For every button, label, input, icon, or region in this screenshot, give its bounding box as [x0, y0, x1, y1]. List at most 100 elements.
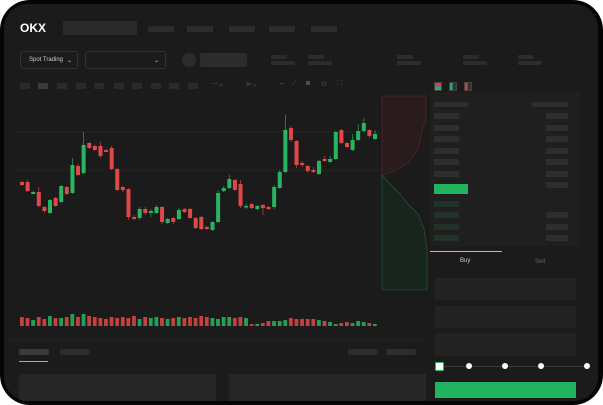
candle-up: [210, 222, 215, 230]
chart-type-dropdown-icon[interactable]: ⊳⌄: [246, 81, 258, 88]
indicator-dropdown-icon[interactable]: ⋯⌄: [211, 81, 224, 88]
timeframe-button[interactable]: [57, 83, 67, 89]
fullscreen-icon[interactable]: ⛶: [337, 80, 342, 87]
slider-mark-100[interactable]: [584, 363, 590, 369]
book-bids-icon[interactable]: [449, 82, 457, 91]
volume-bar: [238, 317, 243, 326]
volume-bar: [266, 321, 271, 326]
amount-slider[interactable]: [440, 366, 588, 367]
stat-label: [463, 55, 479, 59]
volume-bar: [98, 318, 103, 326]
buy-button[interactable]: [435, 382, 576, 398]
stat-label: [518, 55, 534, 59]
total-input[interactable]: [435, 333, 576, 356]
search-input[interactable]: [63, 21, 137, 35]
candle-down: [25, 182, 30, 191]
volume-bar: [160, 318, 164, 326]
market-type-select[interactable]: Spot Trading ⌄: [20, 51, 78, 69]
volume-bar: [210, 318, 215, 326]
volume-bar: [322, 321, 327, 326]
candle-down: [109, 148, 114, 169]
stat-label: [271, 55, 287, 59]
timeframe-button[interactable]: [132, 83, 142, 89]
volume-bar: [81, 314, 86, 326]
candle-down: [294, 141, 299, 165]
candle-up: [31, 192, 36, 194]
volume-bar: [288, 318, 293, 326]
slider-mark-50[interactable]: [502, 363, 508, 369]
timeframe-button[interactable]: [188, 83, 198, 89]
candle-down: [143, 209, 148, 213]
timeframe-button[interactable]: [76, 83, 86, 89]
candle-up: [165, 219, 170, 223]
filter-button[interactable]: [386, 349, 416, 355]
slider-handle[interactable]: [435, 362, 444, 371]
nav-item[interactable]: [148, 26, 174, 32]
volume-bar: [344, 322, 349, 326]
camera-icon[interactable]: ◙: [306, 80, 311, 87]
candle-down: [300, 163, 305, 165]
timeframe-button[interactable]: [94, 83, 104, 89]
nav-item[interactable]: [311, 26, 337, 32]
candle-up: [48, 200, 53, 213]
nav-item[interactable]: [187, 26, 213, 32]
price-input[interactable]: [435, 278, 576, 300]
candle-down: [76, 166, 81, 175]
volume-bar: [249, 324, 254, 326]
settings-icon[interactable]: ⊙: [321, 81, 327, 88]
amount-input[interactable]: [435, 306, 576, 328]
book-asks-icon[interactable]: [464, 82, 472, 91]
candle-down: [344, 143, 349, 147]
candlestick-chart[interactable]: [4, 4, 598, 401]
timeframe-button-active[interactable]: [38, 83, 48, 89]
nav-item[interactable]: [229, 26, 255, 32]
slider-mark-75[interactable]: [538, 363, 544, 369]
volume-bar: [53, 318, 58, 326]
volume-bar: [283, 320, 288, 326]
candle-up: [59, 186, 64, 202]
volume-bar: [188, 317, 192, 326]
ask-row-amount: [546, 125, 568, 131]
ask-row-amount: [546, 113, 568, 119]
volume-bar: [182, 318, 187, 326]
filter-button[interactable]: [348, 349, 378, 355]
stat-value: [308, 61, 332, 65]
volume-bar: [272, 321, 276, 326]
last-price: [200, 53, 247, 67]
pair-select[interactable]: ⌄: [85, 51, 166, 69]
tab-order-history[interactable]: [60, 349, 90, 355]
ruler-icon[interactable]: ⟋: [292, 80, 297, 87]
candle-up: [176, 210, 181, 219]
timeframe-button[interactable]: [114, 83, 124, 89]
nav-item[interactable]: [269, 26, 295, 32]
candle-up: [361, 123, 366, 131]
bid-row-price: [434, 235, 459, 241]
slider-mark-25[interactable]: [466, 363, 472, 369]
volume-bar: [120, 317, 125, 326]
volume-bar: [193, 318, 198, 326]
volume-bar: [300, 319, 304, 326]
candle-down: [98, 146, 103, 156]
tab-open-orders[interactable]: [19, 349, 49, 355]
candle-down: [182, 209, 187, 212]
line-tool-icon[interactable]: ∼: [279, 81, 285, 88]
active-tab-underline: [430, 251, 502, 252]
volume-bar: [25, 318, 30, 326]
timeframe-button[interactable]: [169, 83, 179, 89]
okx-logo[interactable]: OKX: [20, 21, 47, 35]
book-both-icon[interactable]: [434, 82, 442, 91]
ask-row-price: [434, 148, 459, 154]
volume-bar: [36, 317, 41, 326]
candle-down: [305, 166, 310, 171]
volume-bar: [232, 318, 237, 326]
chevron-down-icon: ⌄: [153, 57, 159, 64]
ask-row-amount: [546, 148, 568, 154]
timeframe-button[interactable]: [20, 83, 30, 89]
tab-buy[interactable]: Buy: [460, 258, 471, 264]
candle-down: [36, 192, 41, 206]
timeframe-button[interactable]: [151, 83, 161, 89]
candle-down: [288, 128, 293, 140]
tab-sell[interactable]: Sell: [535, 259, 546, 265]
candle-down: [92, 146, 97, 150]
